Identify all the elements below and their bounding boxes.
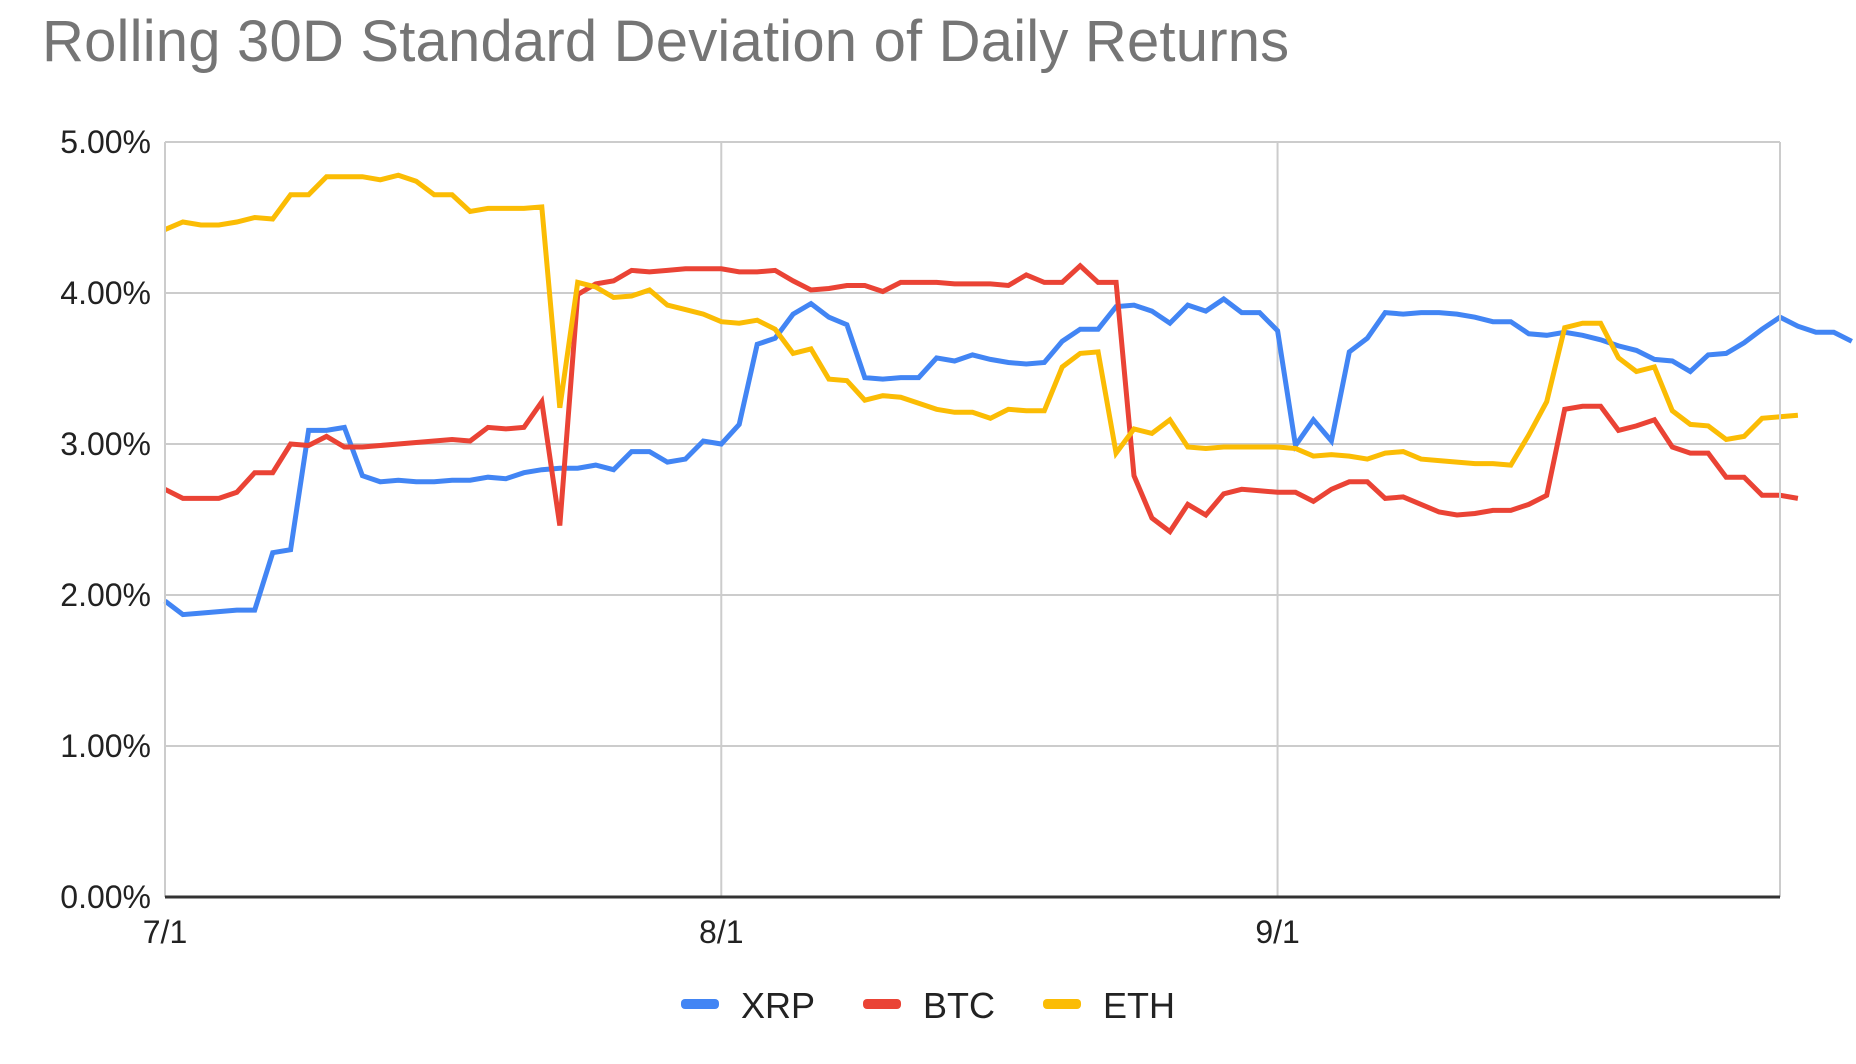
series-line-xrp (163, 295, 1853, 618)
legend-swatch-eth (1043, 999, 1082, 1009)
legend-label-btc: BTC (923, 985, 995, 1026)
legend-label-eth: ETH (1103, 985, 1175, 1026)
legend-swatch-btc (863, 999, 902, 1009)
y-tick-label: 1.00% (60, 728, 151, 764)
y-tick-label: 3.00% (60, 426, 151, 462)
legend-label-xrp: XRP (741, 985, 815, 1026)
y-tick-label: 2.00% (60, 577, 151, 613)
series-lines (163, 172, 1853, 618)
y-tick-label: 5.00% (60, 124, 151, 160)
series-line-eth (164, 172, 1799, 468)
x-tick-label: 7/1 (143, 914, 187, 950)
chart-title: Rolling 30D Standard Deviation of Daily … (42, 9, 1290, 74)
y-tick-label: 0.00% (60, 879, 151, 915)
series-line-btc (163, 262, 1799, 536)
legend: XRP BTC ETH (680, 985, 1175, 1026)
x-tick-label: 8/1 (699, 914, 743, 950)
x-tick-label: 9/1 (1255, 914, 1299, 950)
legend-swatch-xrp (680, 999, 719, 1009)
axes (164, 142, 1781, 899)
gridlines (165, 141, 1780, 897)
y-tick-label: 4.00% (60, 275, 151, 311)
tick-labels: 0.00% 1.00% 2.00% 3.00% 4.00% 5.00% 7/1 8/1 9/1 (60, 124, 1300, 950)
